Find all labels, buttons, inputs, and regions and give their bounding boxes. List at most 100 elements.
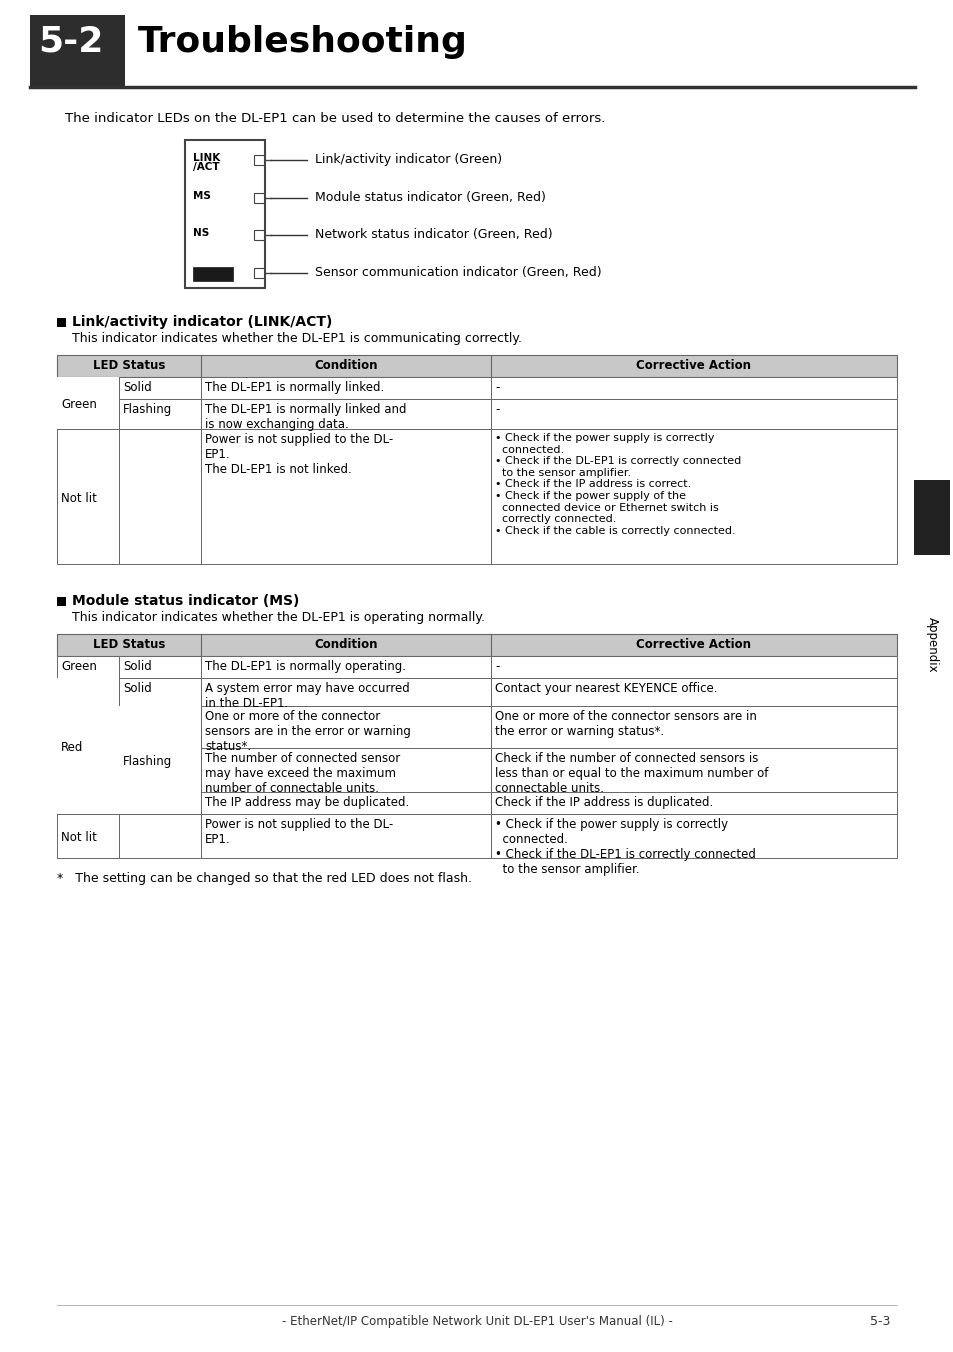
Text: Red: Red bbox=[61, 741, 83, 754]
Bar bbox=[57, 377, 119, 429]
Bar bbox=[57, 634, 896, 656]
Text: LED Status: LED Status bbox=[92, 638, 165, 652]
Bar bbox=[253, 268, 264, 279]
Bar bbox=[491, 399, 896, 429]
Bar bbox=[913, 480, 949, 556]
Bar bbox=[57, 677, 119, 706]
Bar bbox=[57, 399, 119, 429]
Bar bbox=[491, 814, 896, 859]
Text: -: - bbox=[495, 381, 498, 393]
Text: Green: Green bbox=[61, 660, 97, 673]
Text: Power is not supplied to the DL-
EP1.
The DL-EP1 is not linked.: Power is not supplied to the DL- EP1. Th… bbox=[205, 433, 393, 476]
Bar bbox=[185, 141, 265, 288]
Text: Solid: Solid bbox=[123, 381, 152, 393]
Bar bbox=[201, 377, 491, 399]
Bar bbox=[119, 399, 201, 429]
Bar bbox=[253, 230, 264, 241]
Text: Flashing: Flashing bbox=[123, 754, 172, 768]
Text: -: - bbox=[495, 660, 498, 673]
Bar bbox=[201, 656, 491, 677]
Bar bbox=[119, 748, 201, 792]
Bar bbox=[57, 429, 119, 564]
Text: Flashing: Flashing bbox=[123, 403, 172, 416]
Bar bbox=[57, 677, 119, 814]
Bar bbox=[491, 656, 896, 677]
Text: The DL-EP1 is normally linked and
is now exchanging data.: The DL-EP1 is normally linked and is now… bbox=[205, 403, 406, 431]
Text: Appendix: Appendix bbox=[924, 617, 938, 673]
Text: Troubleshooting: Troubleshooting bbox=[138, 24, 467, 59]
Text: Module status indicator (Green, Red): Module status indicator (Green, Red) bbox=[314, 191, 545, 204]
Bar bbox=[57, 318, 66, 327]
Text: • Check if the power supply is correctly
  connected.
• Check if the DL-EP1 is c: • Check if the power supply is correctly… bbox=[495, 818, 755, 876]
Text: Green: Green bbox=[61, 397, 97, 411]
Text: LINK: LINK bbox=[193, 153, 220, 164]
Text: Module status indicator (MS): Module status indicator (MS) bbox=[71, 594, 299, 608]
Bar bbox=[57, 706, 119, 748]
Bar bbox=[201, 748, 491, 792]
Text: • Check if the power supply is correctly
  connected.
• Check if the DL-EP1 is c: • Check if the power supply is correctly… bbox=[495, 433, 740, 535]
Text: The IP address may be duplicated.: The IP address may be duplicated. bbox=[205, 796, 409, 808]
Bar bbox=[119, 429, 201, 564]
Text: NS: NS bbox=[193, 228, 209, 238]
Text: Solid: Solid bbox=[123, 681, 152, 695]
Bar bbox=[491, 706, 896, 748]
Text: - EtherNet/IP Compatible Network Unit DL-EP1 User's Manual (IL) -: - EtherNet/IP Compatible Network Unit DL… bbox=[281, 1315, 672, 1328]
Text: Contact your nearest KEYENCE office.: Contact your nearest KEYENCE office. bbox=[495, 681, 717, 695]
Bar bbox=[119, 677, 201, 706]
Text: The DL-EP1 is normally operating.: The DL-EP1 is normally operating. bbox=[205, 660, 406, 673]
Bar bbox=[119, 656, 201, 677]
Bar bbox=[119, 377, 201, 399]
Text: One or more of the connector
sensors are in the error or warning
status*.: One or more of the connector sensors are… bbox=[205, 710, 411, 753]
Bar bbox=[201, 399, 491, 429]
Text: Link/activity indicator (Green): Link/activity indicator (Green) bbox=[314, 153, 501, 166]
Text: Power is not supplied to the DL-
EP1.: Power is not supplied to the DL- EP1. bbox=[205, 818, 393, 846]
Bar bbox=[57, 748, 119, 792]
Text: The number of connected sensor
may have exceed the maximum
number of connectable: The number of connected sensor may have … bbox=[205, 752, 400, 795]
Bar bbox=[491, 377, 896, 399]
Bar bbox=[30, 15, 125, 87]
Text: Not lit: Not lit bbox=[61, 492, 97, 504]
Bar bbox=[253, 193, 264, 203]
Bar bbox=[119, 706, 201, 814]
Bar bbox=[253, 155, 264, 165]
Bar bbox=[57, 598, 66, 606]
Text: Network status indicator (Green, Red): Network status indicator (Green, Red) bbox=[314, 228, 552, 241]
Text: The DL-EP1 is normally linked.: The DL-EP1 is normally linked. bbox=[205, 381, 384, 393]
Bar bbox=[119, 706, 201, 748]
Text: Not lit: Not lit bbox=[61, 831, 97, 844]
Text: This indicator indicates whether the DL-EP1 is communicating correctly.: This indicator indicates whether the DL-… bbox=[71, 333, 521, 345]
Text: Check if the IP address is duplicated.: Check if the IP address is duplicated. bbox=[495, 796, 713, 808]
Bar bbox=[201, 792, 491, 814]
Bar bbox=[119, 792, 201, 814]
Bar bbox=[491, 748, 896, 792]
Bar bbox=[491, 792, 896, 814]
Bar bbox=[193, 266, 233, 281]
Text: This indicator indicates whether the DL-EP1 is operating normally.: This indicator indicates whether the DL-… bbox=[71, 611, 484, 625]
Text: 5-2: 5-2 bbox=[38, 24, 103, 59]
Text: Condition: Condition bbox=[314, 360, 377, 372]
Text: Green: Green bbox=[61, 381, 97, 393]
Text: One or more of the connector sensors are in
the error or warning status*.: One or more of the connector sensors are… bbox=[495, 710, 756, 738]
Bar bbox=[201, 677, 491, 706]
Text: Sensor communication indicator (Green, Red): Sensor communication indicator (Green, R… bbox=[314, 266, 601, 279]
Bar bbox=[57, 656, 119, 677]
Text: Corrective Action: Corrective Action bbox=[636, 360, 751, 372]
Bar bbox=[201, 429, 491, 564]
Text: /ACT: /ACT bbox=[193, 162, 219, 172]
Text: The indicator LEDs on the DL-EP1 can be used to determine the causes of errors.: The indicator LEDs on the DL-EP1 can be … bbox=[65, 112, 605, 124]
Text: MS: MS bbox=[193, 191, 211, 201]
Text: A system error may have occurred
in the DL-EP1.: A system error may have occurred in the … bbox=[205, 681, 410, 710]
Bar bbox=[57, 356, 896, 377]
Text: *   The setting can be changed so that the red LED does not flash.: * The setting can be changed so that the… bbox=[57, 872, 472, 886]
Text: Check if the number of connected sensors is
less than or equal to the maximum nu: Check if the number of connected sensors… bbox=[495, 752, 767, 795]
Bar bbox=[201, 706, 491, 748]
Text: 5-3: 5-3 bbox=[869, 1315, 889, 1328]
Bar bbox=[491, 677, 896, 706]
Bar bbox=[57, 377, 119, 399]
Text: Corrective Action: Corrective Action bbox=[636, 638, 751, 652]
Text: Solid: Solid bbox=[123, 660, 152, 673]
Text: LED Status: LED Status bbox=[92, 360, 165, 372]
Bar bbox=[201, 814, 491, 859]
Text: 5: 5 bbox=[921, 488, 942, 516]
Text: Link/activity indicator (LINK/ACT): Link/activity indicator (LINK/ACT) bbox=[71, 315, 332, 329]
